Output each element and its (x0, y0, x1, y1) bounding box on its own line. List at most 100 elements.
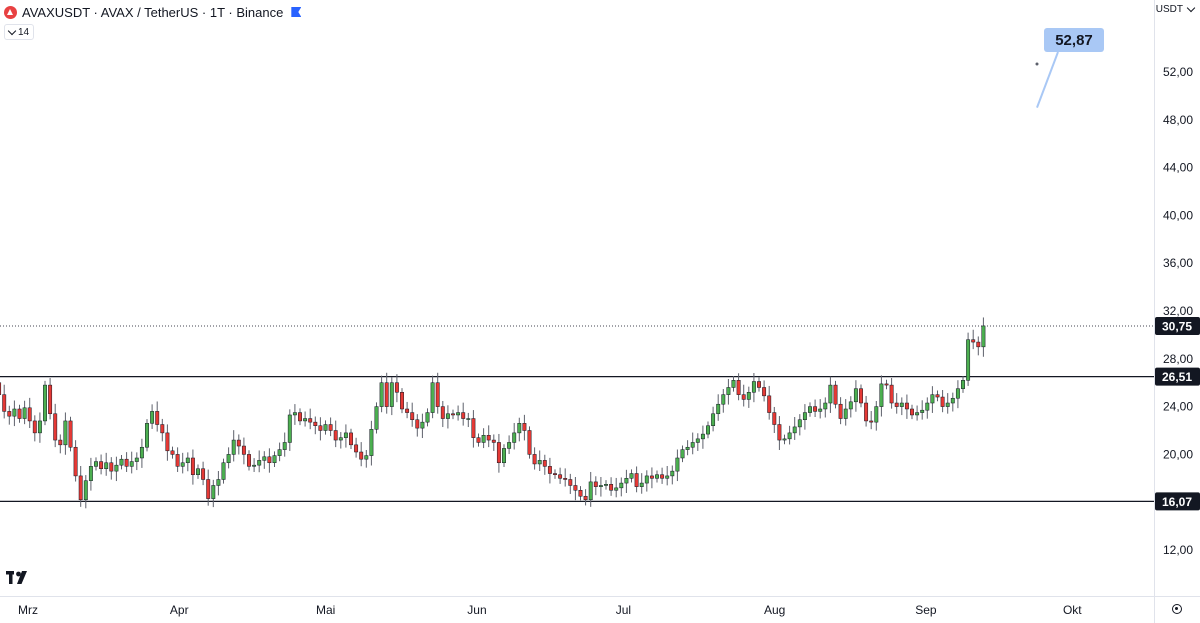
candle (78, 465, 83, 507)
candle (109, 457, 114, 480)
candle-body (614, 487, 619, 491)
candle (466, 412, 471, 428)
candle (333, 420, 338, 448)
candle (405, 401, 410, 419)
candle (869, 411, 874, 430)
candle-body (649, 475, 654, 479)
candle-body (221, 462, 226, 480)
candle (910, 404, 914, 420)
candle (553, 469, 557, 479)
candle-body (945, 402, 950, 407)
candle (751, 373, 756, 403)
x-tick-label: Aug (764, 603, 785, 617)
candle (129, 451, 134, 474)
candle (935, 390, 940, 402)
candle (451, 409, 455, 420)
symbol-title[interactable]: AVAXUSDT · AVAX / TetherUS · 1T · Binanc… (22, 4, 284, 20)
candle (486, 425, 491, 448)
candle (971, 329, 976, 350)
candle (777, 416, 782, 450)
candle-body (593, 481, 598, 487)
candle-body (88, 466, 93, 481)
candle-body (318, 425, 323, 431)
candle-body (124, 458, 129, 467)
candle (43, 380, 47, 426)
chevron-down-icon (1186, 3, 1196, 13)
candle (649, 467, 654, 489)
candle-body (104, 462, 109, 469)
candle-body (619, 482, 624, 489)
candle (349, 428, 353, 450)
candle (945, 393, 950, 414)
candle (955, 380, 960, 409)
candle (114, 456, 119, 482)
settings-icon[interactable] (1172, 604, 1182, 614)
candle (394, 374, 399, 403)
candle (532, 447, 537, 470)
candle (435, 372, 440, 414)
candle-body (848, 401, 853, 410)
candle-body (145, 423, 149, 448)
candle-body (558, 474, 563, 479)
currency-menu[interactable]: USDT (1155, 3, 1196, 15)
candle-body (48, 384, 53, 415)
candle-body (757, 381, 761, 388)
candle-body (741, 394, 746, 400)
candle-body (415, 419, 420, 429)
candle-body (553, 473, 557, 475)
last-price-label: 30,75 (1162, 319, 1192, 333)
candle-body (206, 479, 211, 499)
candle (731, 376, 736, 392)
candle (165, 424, 170, 461)
candle-body (910, 408, 914, 416)
candle (660, 467, 665, 484)
candle (838, 397, 843, 425)
candle (22, 400, 27, 425)
indicator-count: 14 (18, 26, 30, 38)
candle-body (802, 412, 807, 420)
candle-body (706, 425, 710, 435)
candle (879, 375, 884, 417)
callout-pointer (1036, 51, 1059, 108)
candle-body (726, 387, 731, 395)
candle-body (695, 438, 700, 443)
indicator-toggle[interactable]: 14 (4, 24, 35, 40)
candle (196, 464, 200, 479)
candle-body (496, 442, 501, 464)
candlestick-series (0, 317, 986, 509)
candle-body (155, 411, 160, 425)
candle-body (379, 382, 384, 407)
candle-body (323, 424, 328, 431)
candle-body (721, 394, 726, 405)
y-tick-label: 12,00 (1163, 543, 1193, 557)
candle-body (32, 420, 37, 434)
currency-label: USDT (1155, 4, 1183, 15)
candle-body (22, 407, 27, 419)
candle-body (292, 412, 297, 416)
last-price-label-bg (1155, 316, 1200, 335)
candle-body (175, 454, 180, 467)
candle (461, 402, 466, 426)
candle-body (374, 406, 379, 430)
candle (706, 421, 710, 439)
candle-body (262, 456, 267, 461)
candle (527, 426, 532, 459)
candle (787, 425, 792, 445)
candle-body (359, 451, 364, 460)
flag-icon[interactable] (291, 7, 302, 17)
candle (547, 457, 552, 484)
candle-body (257, 460, 262, 466)
candle-body (604, 484, 608, 486)
y-tick-label: 40,00 (1163, 208, 1193, 222)
candle (410, 402, 415, 427)
chart-header: AVAXUSDT · AVAX / TetherUS · 1T · Binanc… (4, 3, 302, 21)
candle (303, 411, 308, 427)
tradingview-logo-icon[interactable] (6, 571, 32, 585)
candle (99, 454, 104, 475)
candle-body (512, 432, 517, 443)
candle (736, 373, 741, 401)
candle-body (904, 402, 909, 410)
candle-body (869, 420, 874, 423)
candle-body (272, 455, 277, 464)
